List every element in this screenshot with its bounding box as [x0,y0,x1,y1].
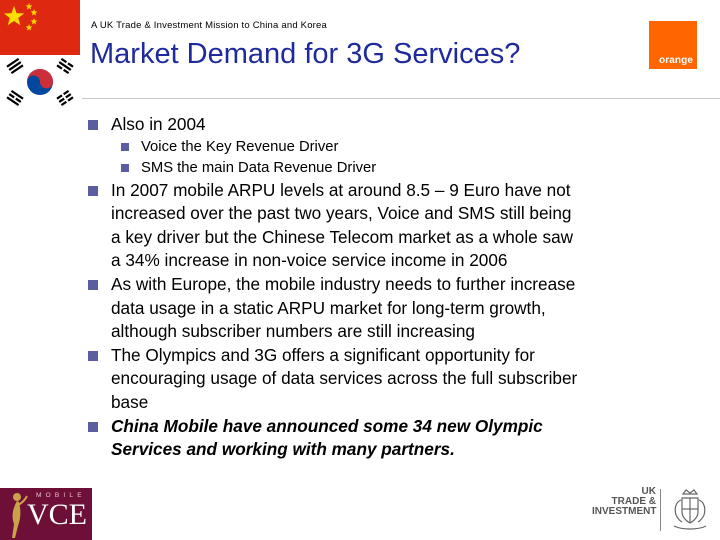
bullet-item: In 2007 mobile ARPU levels at around 8.5… [86,179,716,273]
uk-trade-investment-logo: UK TRADE & INVESTMENT [592,487,716,535]
ukti-line: UK [641,486,656,497]
bullet-line: China Mobile have announced some 34 new … [111,415,543,436]
bullet-line: base [111,391,149,412]
bullet-line: a key driver but the Chinese Telecom mar… [111,226,574,247]
ukti-line: TRADE & [611,496,656,507]
slide-title: Market Demand for 3G Services? [90,38,521,70]
header-divider [82,98,720,99]
bullet-item: The Olympics and 3G offers a significant… [86,344,716,415]
vce-mobile-text: MOBILE [36,492,86,499]
bullet-line: The Olympics and 3G offers a significant… [111,344,535,365]
bullet-item: As with Europe, the mobile industry need… [86,273,716,344]
ukti-divider [660,489,661,531]
korea-flag [0,55,80,110]
bullet-item-emphasis: China Mobile have announced some 34 new … [86,415,716,462]
bullet-line: Also in 2004 [111,114,206,134]
bullet-line: increased over the past two years, Voice… [111,203,572,224]
orange-logo: orange [649,21,697,69]
bullet-line: data usage in a static ARPU market for l… [111,297,546,318]
ukti-text: UK TRADE & INVESTMENT [592,487,656,517]
china-flag-stars-icon [3,3,38,31]
vce-text: VCE [27,498,87,531]
figure-icon [12,493,28,538]
slide-content: Also in 2004 Voice the Key Revenue Drive… [86,113,716,462]
bullet-line: Services and working with many partners. [111,439,455,460]
bullet-line: As with Europe, the mobile industry need… [111,273,576,294]
bullet-item: Also in 2004 [86,113,716,137]
china-flag [0,0,80,55]
bullet-line: although subscriber numbers are still in… [111,321,475,342]
country-flags [0,0,80,110]
bullet-line: In 2007 mobile ARPU levels at around 8.5… [111,179,571,200]
ukti-line: INVESTMENT [592,506,657,517]
sub-bullet-item: SMS the main Data Revenue Driver [86,158,716,179]
mission-supertitle: A UK Trade & Investment Mission to China… [91,20,328,31]
sub-bullet-item: Voice the Key Revenue Driver [86,137,716,158]
vce-mobile-logo: MOBILE VCE [0,488,92,540]
bullet-line: a 34% increase in non-voice service inco… [111,250,508,271]
royal-crest-icon [673,489,707,530]
orange-logo-text: orange [659,55,693,66]
bullet-line: encouraging usage of data services acros… [111,368,578,389]
taegeuk-icon [6,57,74,107]
